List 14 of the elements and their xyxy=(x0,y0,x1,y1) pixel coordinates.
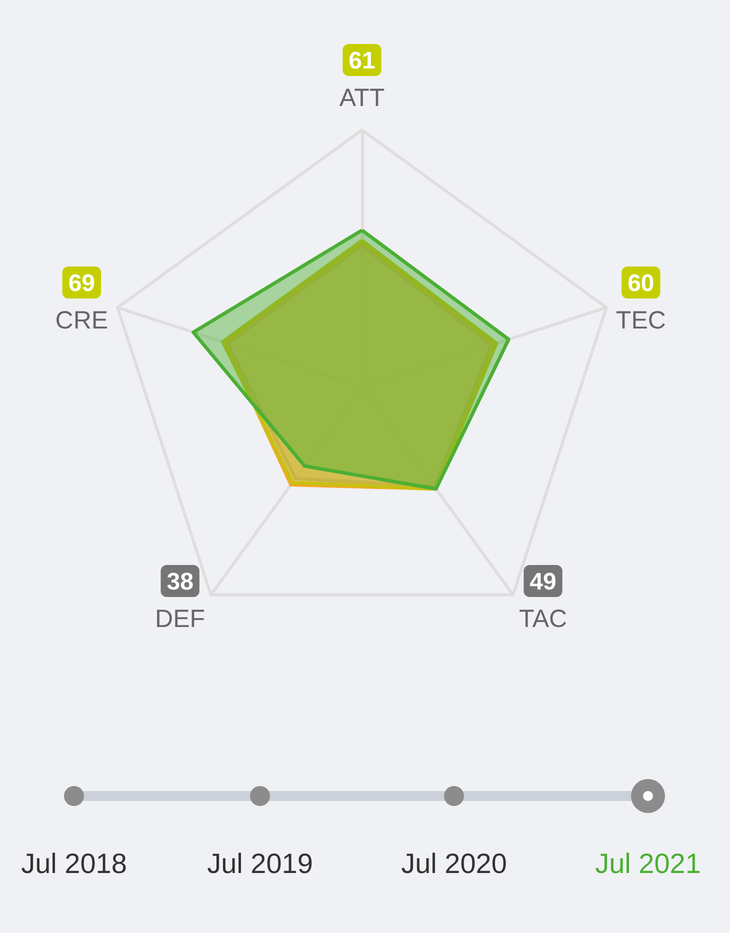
text: Jul 2021 xyxy=(595,848,701,880)
spoke-label: ATT xyxy=(339,84,385,112)
spoke-label: TAC xyxy=(518,605,568,634)
spoke-label: TEC xyxy=(616,306,666,334)
text: 61 xyxy=(348,48,376,74)
spoke-label: CRE xyxy=(55,306,108,334)
text: 38 xyxy=(166,568,194,596)
text: 60 xyxy=(628,270,654,297)
text: Jul 2020 xyxy=(401,848,507,880)
text: Jul 2019 xyxy=(207,848,313,880)
text: 69 xyxy=(68,270,96,297)
text: 49 xyxy=(530,568,556,596)
text: Jul 2018 xyxy=(21,848,127,880)
spoke-label: DEF xyxy=(155,605,206,634)
